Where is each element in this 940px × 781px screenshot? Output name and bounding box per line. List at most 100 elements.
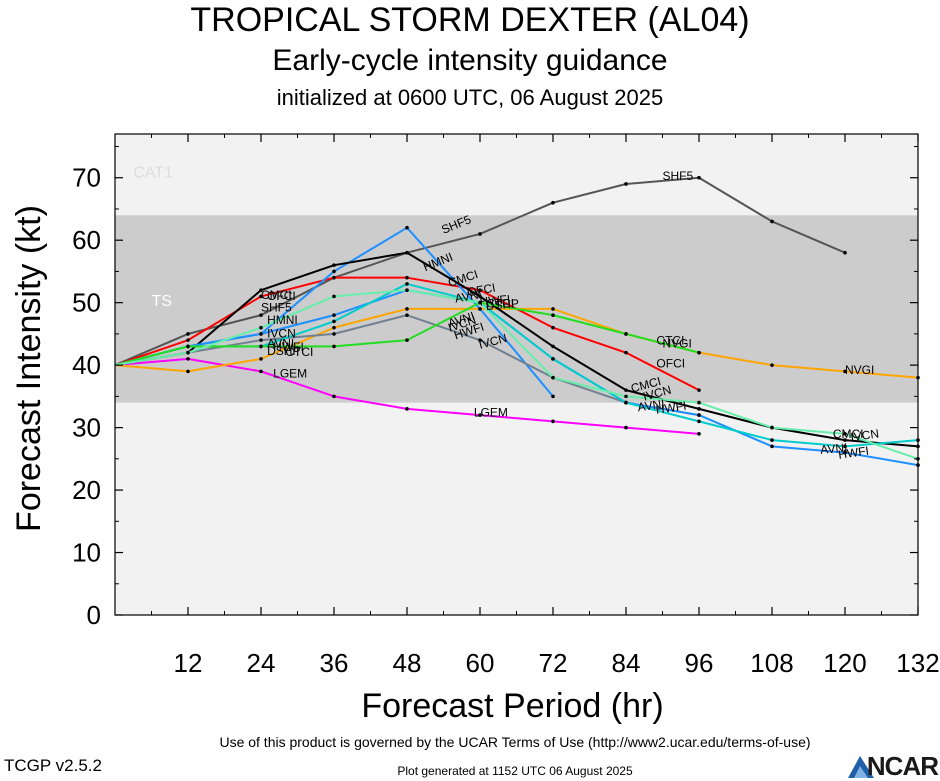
generated-time: Plot generated at 1152 UTC 06 August 202… xyxy=(397,764,633,778)
data-point xyxy=(405,225,409,230)
data-point xyxy=(551,325,555,330)
series-line-cmci xyxy=(114,251,919,448)
series-label: OFCI xyxy=(656,357,685,371)
x-tick-label: 60 xyxy=(466,648,495,678)
data-point xyxy=(551,375,555,380)
series-label: CMCI xyxy=(261,288,292,302)
data-point xyxy=(259,313,263,317)
data-point xyxy=(551,357,555,361)
data-point xyxy=(405,275,409,280)
data-point xyxy=(697,388,701,392)
data-point xyxy=(551,394,555,399)
data-point xyxy=(405,338,409,342)
data-point xyxy=(186,344,190,349)
data-point xyxy=(186,350,190,355)
series-label: OFCI xyxy=(267,289,296,303)
data-point xyxy=(770,219,774,224)
data-point xyxy=(478,300,482,305)
data-point xyxy=(478,307,482,311)
series-label: IVCN xyxy=(267,327,296,341)
y-tick-label: 40 xyxy=(72,350,101,380)
series-label: SHF5 xyxy=(261,300,292,314)
data-point xyxy=(551,200,555,205)
data-point xyxy=(843,369,847,374)
data-point xyxy=(259,288,263,292)
band-cat1 xyxy=(115,134,918,216)
x-tick-label: 72 xyxy=(539,648,568,678)
ncar-logo: NCAR xyxy=(846,751,939,781)
series-label: OFCI xyxy=(466,281,497,300)
chart-init-time: initialized at 0600 UTC, 06 August 2025 xyxy=(276,85,664,110)
data-point xyxy=(843,432,847,436)
data-point xyxy=(478,294,482,299)
data-point xyxy=(551,307,555,311)
y-axis-label: Forecast Intensity (kt) xyxy=(10,205,48,532)
series-label: HWFI xyxy=(273,340,304,354)
series-label: IVCN xyxy=(850,426,880,444)
data-point xyxy=(624,350,628,355)
series-label: LGEM xyxy=(474,405,508,419)
x-axis-label: Forecast Period (hr) xyxy=(361,687,663,725)
data-point xyxy=(843,450,847,455)
data-point xyxy=(697,407,701,411)
data-point xyxy=(478,413,482,417)
x-tick-label: 24 xyxy=(247,648,276,678)
data-point xyxy=(551,313,555,317)
x-tick-label: 120 xyxy=(823,648,866,678)
series-label: NVGI xyxy=(845,363,874,377)
data-point xyxy=(697,350,701,355)
data-point xyxy=(624,182,628,186)
series-label: SHF5 xyxy=(663,169,694,183)
series-label: HWFI xyxy=(655,399,687,417)
data-point xyxy=(332,275,336,280)
version-label: TCGP v2.5.2 xyxy=(4,756,102,775)
x-tick-label: 84 xyxy=(612,648,641,678)
data-point xyxy=(259,332,263,336)
data-point xyxy=(259,369,263,374)
series-label: AVNI xyxy=(820,441,848,457)
data-point xyxy=(624,394,628,399)
data-point xyxy=(259,344,263,349)
data-point xyxy=(843,250,847,255)
data-point xyxy=(770,363,774,367)
data-point xyxy=(405,288,409,292)
ncar-logo-text: NCAR xyxy=(866,751,939,781)
data-point xyxy=(624,332,628,336)
data-point xyxy=(624,400,628,405)
data-point xyxy=(332,332,336,336)
series-line-dshp xyxy=(114,289,919,460)
data-point xyxy=(624,425,628,430)
data-point xyxy=(405,313,409,317)
y-tick-label: 20 xyxy=(72,475,101,505)
data-point xyxy=(332,269,336,274)
series-label: DSHP xyxy=(267,344,300,358)
series-label: CAT1 xyxy=(133,165,173,182)
series-label: DSHP xyxy=(485,296,519,313)
x-tick-label: 96 xyxy=(685,648,714,678)
terms-notice: Use of this product is governed by the U… xyxy=(219,734,811,750)
x-tick-label: 132 xyxy=(896,648,939,678)
data-point xyxy=(405,307,409,311)
data-point xyxy=(405,250,409,255)
data-point xyxy=(770,438,774,442)
series-label: HMNI xyxy=(267,313,298,327)
data-point xyxy=(259,294,263,299)
data-point xyxy=(478,232,482,236)
data-point xyxy=(405,282,409,286)
data-point xyxy=(186,357,190,361)
data-point xyxy=(843,438,847,442)
data-point xyxy=(770,444,774,449)
series-label: AVNI xyxy=(267,337,294,351)
data-point xyxy=(259,357,263,361)
data-point xyxy=(478,338,482,342)
data-point xyxy=(770,425,774,430)
series-label: NVGI xyxy=(663,337,692,351)
data-point xyxy=(697,432,701,436)
data-point xyxy=(551,344,555,349)
series-label: CTCI xyxy=(656,334,684,348)
series-label: AVNI xyxy=(454,287,483,305)
data-point xyxy=(332,263,336,267)
series-label: LGEM xyxy=(273,367,307,381)
data-point xyxy=(186,369,190,374)
series-label: CTCI xyxy=(486,297,514,311)
